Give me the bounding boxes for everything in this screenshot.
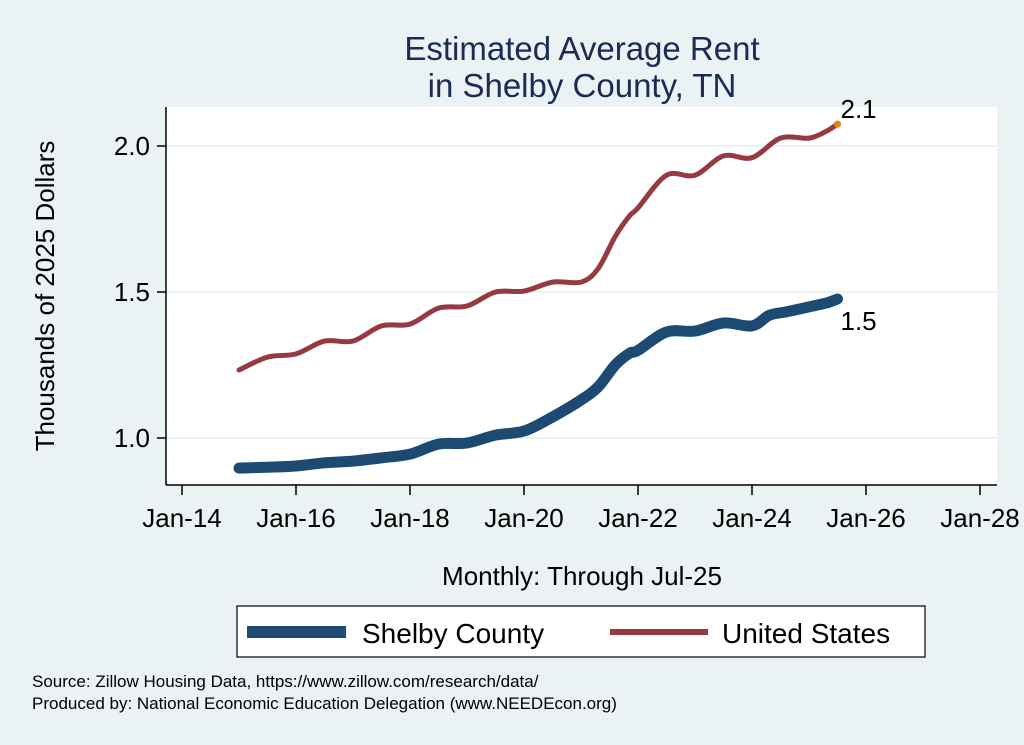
x-axis-title: Monthly: Through Jul-25 (442, 561, 722, 591)
source-note: Source: Zillow Housing Data, https://www… (32, 672, 539, 691)
series-line-shelby-county (233, 293, 843, 474)
x-tick-label: Jan-26 (826, 503, 906, 533)
x-tick-label: Jan-16 (256, 503, 336, 533)
chart-title-line-2: in Shelby County, TN (428, 67, 737, 104)
plot-area (166, 107, 997, 485)
x-tick-label: Jan-28 (940, 503, 1020, 533)
x-tick-label: Jan-22 (598, 503, 678, 533)
end-label-united-states: 2.1 (841, 94, 877, 124)
end-marker (834, 120, 841, 128)
y-tick-label: 1.5 (114, 277, 150, 307)
x-tick-label: Jan-20 (484, 503, 564, 533)
end-labels: 2.1 1.5 (834, 94, 877, 336)
legend-label-united-states: United States (722, 618, 890, 649)
legend-box (236, 605, 926, 658)
produced-by-note: Produced by: National Economic Education… (32, 694, 617, 713)
legend: Shelby County United States (236, 605, 926, 658)
end-label-shelby-county: 1.5 (841, 306, 877, 336)
legend-label-shelby-county: Shelby County (362, 618, 544, 649)
x-tick-label: Jan-18 (370, 503, 450, 533)
y-tick-label: 1.0 (114, 423, 150, 453)
x-tick-label: Jan-24 (712, 503, 792, 533)
y-axis-ticks: 1.0 1.5 2.0 (114, 131, 166, 453)
series-line-united-states (236, 121, 840, 373)
x-tick-label: Jan-14 (142, 503, 222, 533)
y-axis-title: Thousands of 2025 Dollars (30, 141, 60, 452)
gridlines (166, 145, 997, 439)
series-layer (233, 121, 843, 474)
chart-title-line-1: Estimated Average Rent (404, 30, 759, 67)
x-axis-ticks: Jan-14 Jan-16 Jan-18 Jan-20 Jan-22 Jan-24 Jan-… (142, 485, 1020, 533)
y-tick-label: 2.0 (114, 131, 150, 161)
